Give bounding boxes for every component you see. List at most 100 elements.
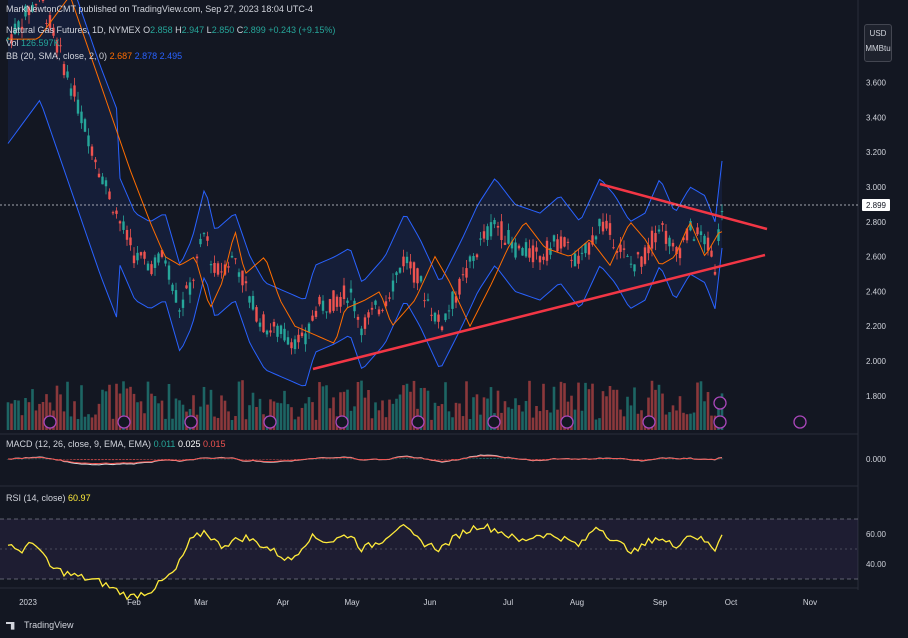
volume-bar	[601, 391, 605, 430]
volume-bar	[62, 411, 66, 430]
candle-body	[104, 180, 108, 187]
event-markers[interactable]	[43, 396, 807, 429]
candle-body	[622, 248, 626, 250]
ascending-trendline[interactable]	[312, 253, 766, 371]
candle-body	[703, 235, 706, 245]
lightning-event-icon[interactable]	[713, 396, 727, 410]
event-marker-icon[interactable]	[642, 415, 656, 429]
candle-body	[503, 242, 507, 245]
event-marker-icon[interactable]	[263, 415, 277, 429]
candle-body	[626, 255, 629, 257]
macd-label[interactable]: MACD (12, 26, close, 9, EMA, EMA)	[6, 439, 152, 449]
candle-body	[381, 309, 384, 311]
currency-unit-selector[interactable]: USD MMBtu	[864, 24, 892, 62]
candle-body	[346, 300, 349, 303]
volume-bar	[552, 386, 556, 430]
volume-bar	[626, 396, 629, 430]
price-axis[interactable]: 3.600 3.400 3.200 3.000 2.800 2.600 2.400 2.200…	[866, 79, 887, 401]
price-axis-tick: 2.200	[866, 322, 887, 331]
event-marker-icon[interactable]	[713, 415, 727, 429]
volume-bar	[423, 387, 426, 430]
candle-body	[318, 296, 321, 305]
macd-hist-bar	[437, 459, 440, 460]
macd-hist-bar	[447, 459, 451, 460]
volume-bar	[174, 398, 178, 430]
event-marker-icon[interactable]	[560, 415, 574, 429]
candle-body	[199, 238, 202, 245]
candle-body	[535, 247, 538, 252]
bb-label[interactable]: BB (20, SMA, close, 2, 0)	[6, 51, 108, 61]
symbol-name[interactable]: Natural Gas Futures, 1D, NYMEX	[6, 25, 141, 35]
volume-bar	[395, 398, 398, 430]
volume-bar	[118, 393, 122, 430]
volume-bar	[605, 396, 608, 430]
descending-trendline[interactable]	[599, 182, 768, 231]
candle-body	[461, 274, 465, 276]
volume-bar	[115, 383, 118, 430]
volume-bar	[692, 412, 696, 430]
candle-body	[300, 332, 304, 337]
rsi-label[interactable]: RSI (14, close)	[6, 493, 66, 503]
macd-hist-bar	[454, 459, 458, 460]
macd-hist-bar	[258, 459, 262, 460]
volume-bar	[230, 419, 234, 430]
volume-bar	[150, 393, 153, 430]
rsi-legend: RSI (14, close) 60.97	[6, 493, 91, 503]
candle-body	[363, 317, 367, 329]
candle-body	[608, 223, 612, 235]
event-marker-icon[interactable]	[184, 415, 198, 429]
macd-line-value: 0.025	[177, 439, 201, 449]
candle-body	[188, 282, 192, 295]
volume-bar	[136, 402, 139, 430]
event-marker-icon[interactable]	[43, 415, 57, 429]
publish-line: MarkNewtonCMT published on TradingView.c…	[6, 4, 313, 14]
candle-body	[241, 270, 244, 286]
volume-label[interactable]: Vol	[6, 38, 19, 48]
candle-body	[251, 295, 255, 310]
volume-bar	[577, 382, 580, 430]
macd-hist-bar	[685, 458, 689, 460]
macd-hist-bar	[486, 458, 489, 459]
event-marker-icon[interactable]	[793, 415, 807, 429]
volume-bar	[304, 403, 307, 430]
volume-bar	[419, 388, 423, 430]
time-axis[interactable]: 2023 Feb Mar Apr May Jun Jul Aug Sep Oct Nov	[19, 598, 817, 607]
candle-body	[566, 241, 570, 243]
volume-bar	[97, 403, 101, 430]
volume-bar	[451, 417, 454, 430]
candle-body	[556, 239, 559, 252]
volume-bar	[500, 412, 503, 430]
candle-body	[720, 211, 724, 213]
volume-bar	[671, 405, 675, 430]
volume-bar	[559, 381, 563, 430]
volume-bar	[34, 410, 38, 430]
candle-body	[255, 307, 258, 322]
macd-hist-bar	[185, 459, 188, 460]
event-marker-icon[interactable]	[335, 415, 349, 429]
macd-hist-bar	[668, 458, 671, 460]
candle-body	[76, 99, 80, 114]
candle-body	[479, 238, 482, 240]
candle-body	[220, 271, 223, 273]
macd-hist-bar	[598, 458, 601, 460]
candle-body	[216, 263, 220, 275]
candle-body	[45, 23, 48, 25]
macd-hist-value: 0.011	[153, 439, 176, 449]
volume-bar	[164, 418, 167, 430]
volume-bar	[545, 410, 549, 430]
volume-bar	[332, 397, 335, 430]
event-marker-icon[interactable]	[117, 415, 131, 429]
currency-label: USD	[869, 29, 887, 38]
volume-bar	[167, 383, 171, 430]
event-marker-icon[interactable]	[487, 415, 501, 429]
event-marker-icon[interactable]	[411, 415, 425, 429]
candle-body	[339, 297, 342, 307]
volume-bar	[549, 412, 552, 430]
candle-body	[444, 313, 447, 321]
macd-hist-bar	[717, 458, 720, 460]
macd-hist-bar	[206, 458, 209, 460]
bb-legend: BB (20, SMA, close, 2, 0) 2.687 2.878 2.…	[6, 51, 182, 61]
volume-bar	[108, 384, 111, 430]
tradingview-brand[interactable]: TradingView	[6, 620, 74, 630]
